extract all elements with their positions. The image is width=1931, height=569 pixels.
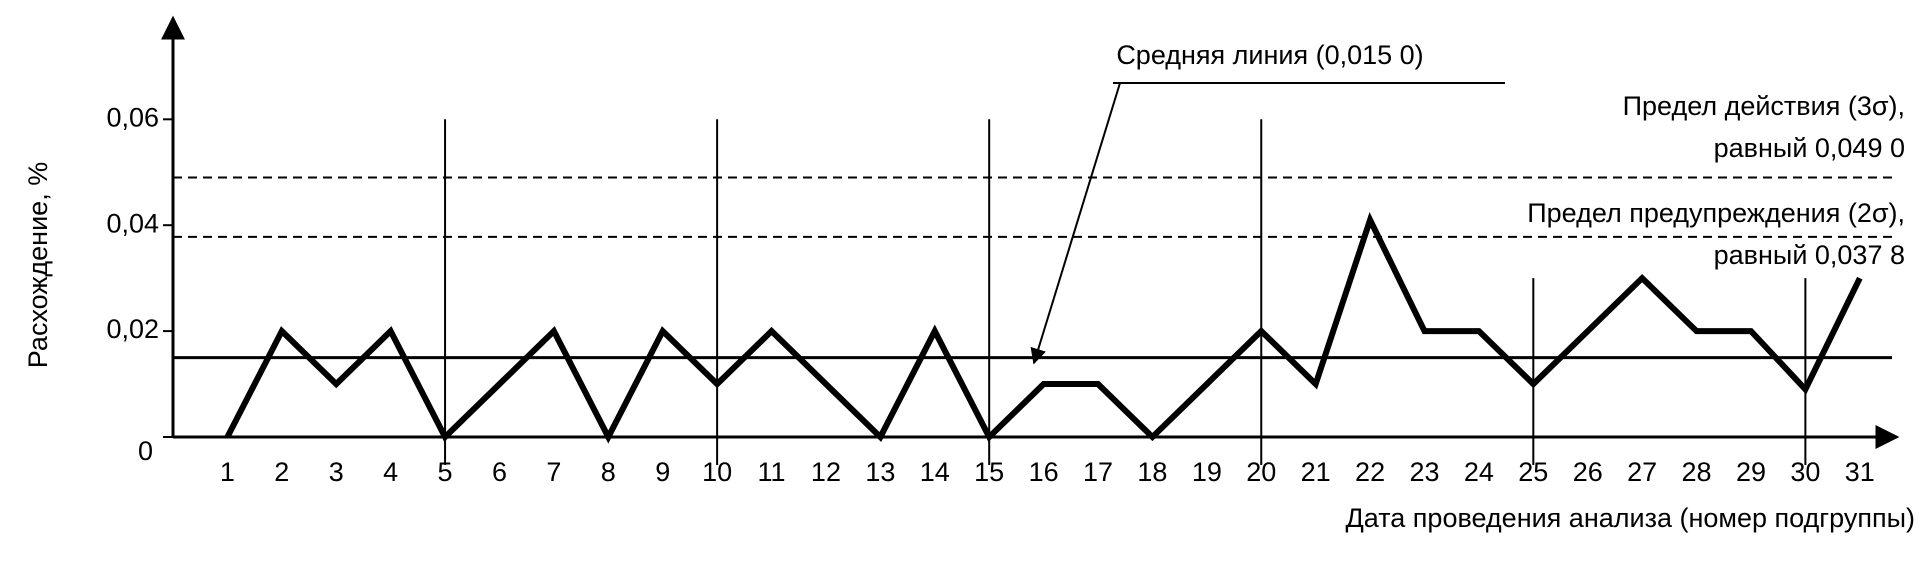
x-tick-label: 31 bbox=[1845, 457, 1875, 487]
x-tick-label: 16 bbox=[1029, 457, 1059, 487]
y-tick-label: 0,06 bbox=[106, 102, 159, 132]
x-tick-label: 8 bbox=[601, 457, 616, 487]
x-tick-label: 24 bbox=[1464, 457, 1494, 487]
x-tick-label: 5 bbox=[438, 457, 453, 487]
x-tick-label: 4 bbox=[383, 457, 398, 487]
x-axis-title: Дата проведения анализа (номер подгруппы… bbox=[1346, 503, 1915, 533]
reference-label: равный 0,037 8 bbox=[1714, 240, 1905, 270]
label-arrow bbox=[1030, 82, 1121, 365]
reference-label: равный 0,049 0 bbox=[1714, 133, 1905, 163]
x-tick-label: 23 bbox=[1409, 457, 1439, 487]
data-line bbox=[224, 211, 1863, 444]
x-tick-label: 9 bbox=[655, 457, 670, 487]
y-axis-title: Расхождение, % bbox=[23, 162, 53, 368]
x-tick-label: 29 bbox=[1736, 457, 1766, 487]
x-tick-label: 22 bbox=[1355, 457, 1385, 487]
reference-label: Средняя линия (0,015 0) bbox=[1116, 40, 1423, 70]
x-tick-label: 11 bbox=[758, 457, 786, 487]
x-tick-label: 26 bbox=[1573, 457, 1603, 487]
x-tick-label: 28 bbox=[1682, 457, 1712, 487]
y-tick-label: 0,04 bbox=[106, 208, 159, 238]
x-tick-label: 27 bbox=[1627, 457, 1657, 487]
x-tick-label: 13 bbox=[865, 457, 895, 487]
x-tick-label: 6 bbox=[492, 457, 507, 487]
y-tick-label: 0 bbox=[138, 436, 153, 466]
x-tick-label: 21 bbox=[1301, 457, 1331, 487]
reference-label: Предел действия (3σ), bbox=[1623, 91, 1905, 121]
x-tick-label: 19 bbox=[1192, 457, 1222, 487]
x-tick-label: 18 bbox=[1137, 457, 1167, 487]
x-tick-label: 2 bbox=[274, 457, 289, 487]
x-tick-label: 7 bbox=[546, 457, 561, 487]
reference-label: Предел предупреждения (2σ), bbox=[1527, 198, 1905, 228]
y-tick-label: 0,02 bbox=[106, 314, 159, 344]
x-tick-label: 3 bbox=[329, 457, 344, 487]
x-tick-label: 1 bbox=[220, 457, 235, 487]
x-tick-label: 14 bbox=[920, 457, 950, 487]
x-tick-label: 17 bbox=[1083, 457, 1113, 487]
x-tick-label: 12 bbox=[811, 457, 841, 487]
